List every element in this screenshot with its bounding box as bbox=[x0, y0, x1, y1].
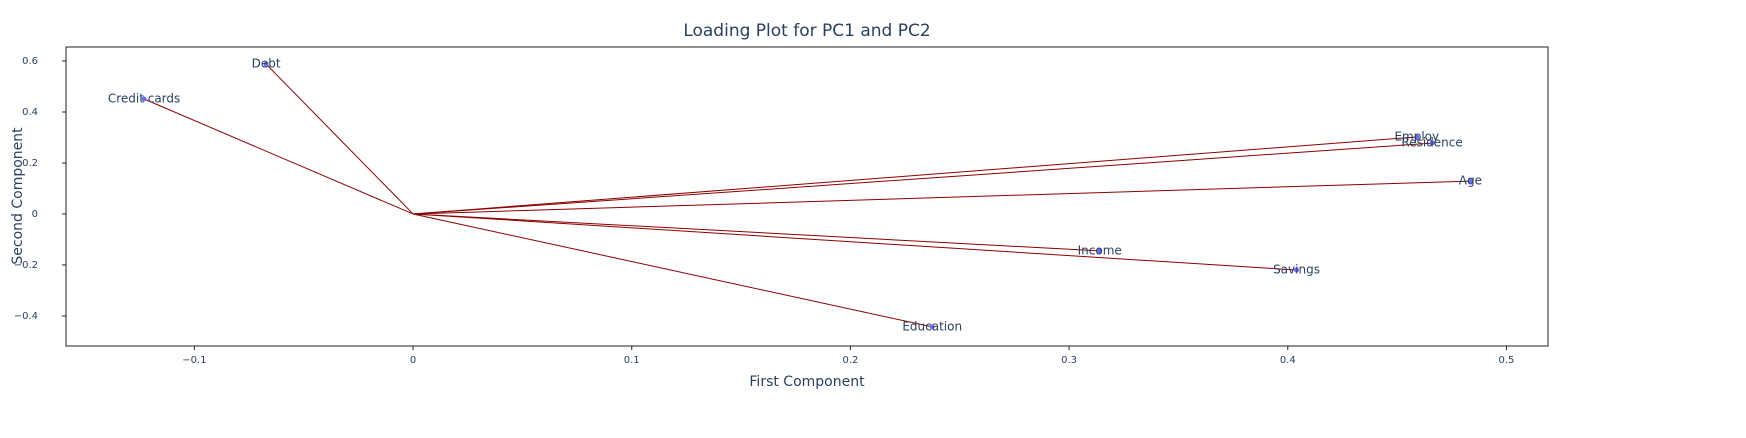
loading-line bbox=[413, 136, 1417, 215]
point-label: Debt bbox=[252, 57, 281, 71]
x-tick-label: 0 bbox=[410, 355, 416, 366]
y-tick-label: −0.2 bbox=[14, 260, 38, 271]
y-axis-title: Second Component bbox=[10, 127, 26, 265]
x-tick-label: 0.4 bbox=[1280, 355, 1296, 366]
x-axis-title: First Component bbox=[749, 374, 865, 390]
point-label: Credit cards bbox=[108, 92, 180, 106]
loading-line bbox=[265, 63, 414, 215]
point bbox=[1294, 267, 1300, 273]
point bbox=[1467, 178, 1473, 184]
point bbox=[141, 96, 147, 102]
loading-line bbox=[413, 180, 1471, 215]
x-tick-label: 0.1 bbox=[624, 355, 640, 366]
x-tick-label: 0.2 bbox=[842, 355, 858, 366]
point-label: Employ bbox=[1394, 129, 1439, 143]
point-label: Income bbox=[1078, 243, 1122, 257]
point bbox=[929, 324, 935, 330]
point-label: Savings bbox=[1273, 263, 1320, 277]
point bbox=[1097, 248, 1103, 254]
loading-line bbox=[143, 98, 414, 215]
point-label: Education bbox=[902, 319, 962, 333]
point bbox=[263, 61, 269, 67]
point-label: Age bbox=[1459, 174, 1482, 188]
loading-line bbox=[412, 213, 933, 328]
y-tick-label: 0.2 bbox=[22, 158, 38, 169]
chart-title: Loading Plot for PC1 and PC2 bbox=[683, 21, 930, 41]
point bbox=[1414, 134, 1420, 140]
y-tick-label: 0.6 bbox=[22, 56, 38, 67]
x-tick-label: −0.1 bbox=[182, 355, 206, 366]
y-tick-label: 0 bbox=[32, 209, 38, 220]
x-tick-label: 0.5 bbox=[1498, 355, 1514, 366]
point-label: Residence bbox=[1401, 136, 1462, 150]
point bbox=[1429, 140, 1435, 146]
y-tick-label: −0.4 bbox=[14, 311, 38, 322]
loading-line bbox=[413, 142, 1433, 215]
y-tick-label: 0.4 bbox=[22, 107, 38, 118]
plot-frame bbox=[65, 46, 1549, 347]
loading-line bbox=[413, 213, 1297, 271]
loading-line bbox=[413, 213, 1100, 252]
x-tick-label: 0.3 bbox=[1061, 355, 1077, 366]
